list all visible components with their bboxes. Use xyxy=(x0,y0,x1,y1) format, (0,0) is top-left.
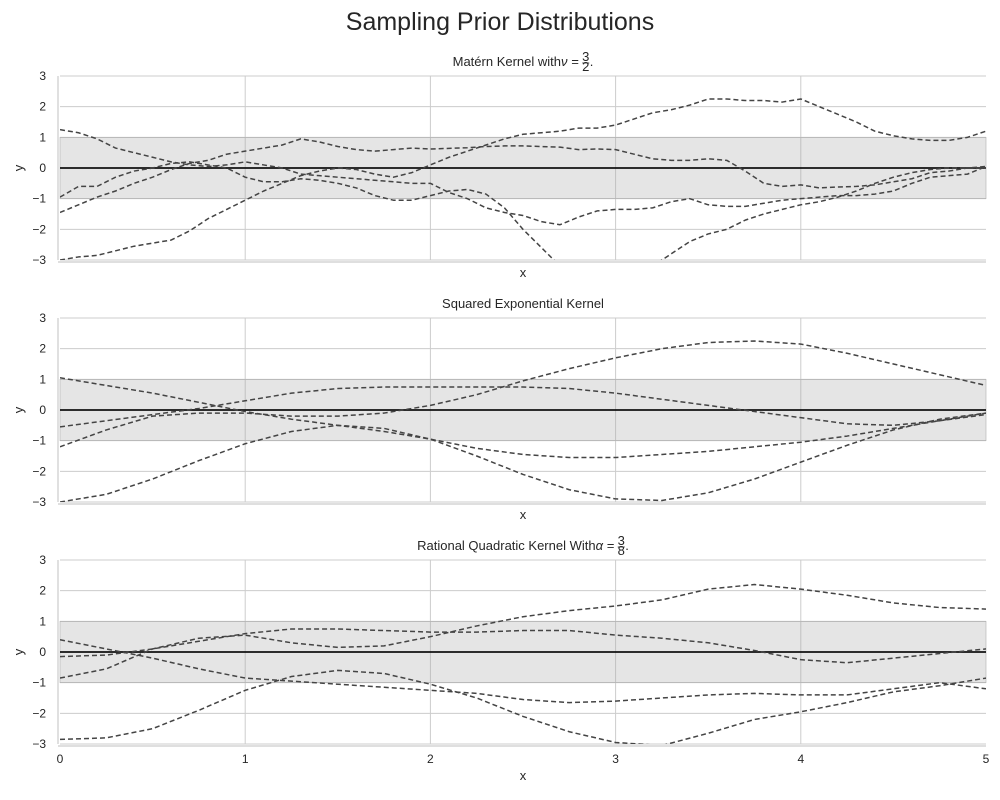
y-tick-label: 3 xyxy=(39,311,46,325)
x-tick-label: 1 xyxy=(242,752,249,766)
subplot-title-text: Rational Quadratic Kernel With xyxy=(417,538,595,553)
sample-line-4 xyxy=(60,98,986,260)
sample-line-1 xyxy=(60,128,986,226)
y-tick-label: 0 xyxy=(39,403,46,417)
subplot-title-denominator: 2 xyxy=(582,59,589,74)
subplot-2: −3 −2 −1 0 1 2 3 x y Squared Exponential Kernel xyxy=(11,296,987,522)
y-tick-label: −2 xyxy=(32,464,46,478)
subplot-title-numerator: 3 xyxy=(618,533,625,548)
sample-line-4 xyxy=(60,412,986,502)
subplot-title: Matérn Kernel with ν = 32. xyxy=(453,49,594,74)
subplot-title: Squared Exponential Kernel xyxy=(442,296,604,311)
subplot-title-period: . xyxy=(625,538,629,553)
y-tick-label: 1 xyxy=(39,614,46,628)
series-group xyxy=(60,340,986,502)
sample-line-2 xyxy=(60,386,986,428)
x-axis-label: x xyxy=(520,265,527,280)
x-tick-label: 3 xyxy=(612,752,619,766)
x-tick-label: 2 xyxy=(427,752,434,766)
y-axis-label: y xyxy=(11,648,26,655)
y-tick-label: −3 xyxy=(32,253,46,267)
y-tick-label: −2 xyxy=(32,222,46,236)
series-group xyxy=(60,583,986,744)
subplot-title-symbol: ν = xyxy=(561,54,579,69)
subplot-title-denominator: 8 xyxy=(618,543,625,558)
sample-line-2 xyxy=(60,628,986,664)
y-tick-label: −2 xyxy=(32,706,46,720)
y-tick-label: 0 xyxy=(39,645,46,659)
y-tick-label: 2 xyxy=(39,342,46,356)
x-axis-label: x xyxy=(520,768,527,783)
sample-line-3 xyxy=(60,138,986,214)
y-tick-label: 0 xyxy=(39,161,46,175)
x-tick-label: 0 xyxy=(57,752,64,766)
x-tick-label: 5 xyxy=(983,752,990,766)
sample-line-3 xyxy=(60,340,986,448)
subplot-title-symbol: α = xyxy=(596,538,615,553)
sample-line-1 xyxy=(60,638,986,704)
sample-line-2 xyxy=(60,161,986,260)
y-tick-label: 2 xyxy=(39,100,46,114)
subplot-3: −3 −2 −1 0 1 2 3 0 1 2 3 4 5 x y Rational Quadratic Ker… xyxy=(11,533,990,783)
subplot-title-text: Matérn Kernel with xyxy=(453,54,561,69)
y-axis-label: y xyxy=(11,164,26,171)
x-tick-label: 4 xyxy=(797,752,804,766)
y-tick-label: −1 xyxy=(32,192,46,206)
y-tick-label: 3 xyxy=(39,69,46,83)
y-tick-label: 1 xyxy=(39,130,46,144)
y-tick-label: 3 xyxy=(39,553,46,567)
y-tick-label: −3 xyxy=(32,737,46,751)
series-group xyxy=(60,98,986,260)
y-tick-label: −3 xyxy=(32,495,46,509)
y-tick-label: 1 xyxy=(39,372,46,386)
subplot-title-numerator: 3 xyxy=(582,49,589,64)
sample-line-4 xyxy=(60,669,986,744)
y-tick-label: 2 xyxy=(39,584,46,598)
y-tick-label: −1 xyxy=(32,434,46,448)
sample-line-3 xyxy=(60,583,986,679)
y-axis-label: y xyxy=(11,406,26,413)
y-tick-label: −1 xyxy=(32,676,46,690)
subplot-title: Rational Quadratic Kernel With α = 38. xyxy=(417,533,629,558)
subplot-title-period: . xyxy=(590,54,594,69)
x-axis-label: x xyxy=(520,507,527,522)
figure-title: Sampling Prior Distributions xyxy=(345,8,655,36)
